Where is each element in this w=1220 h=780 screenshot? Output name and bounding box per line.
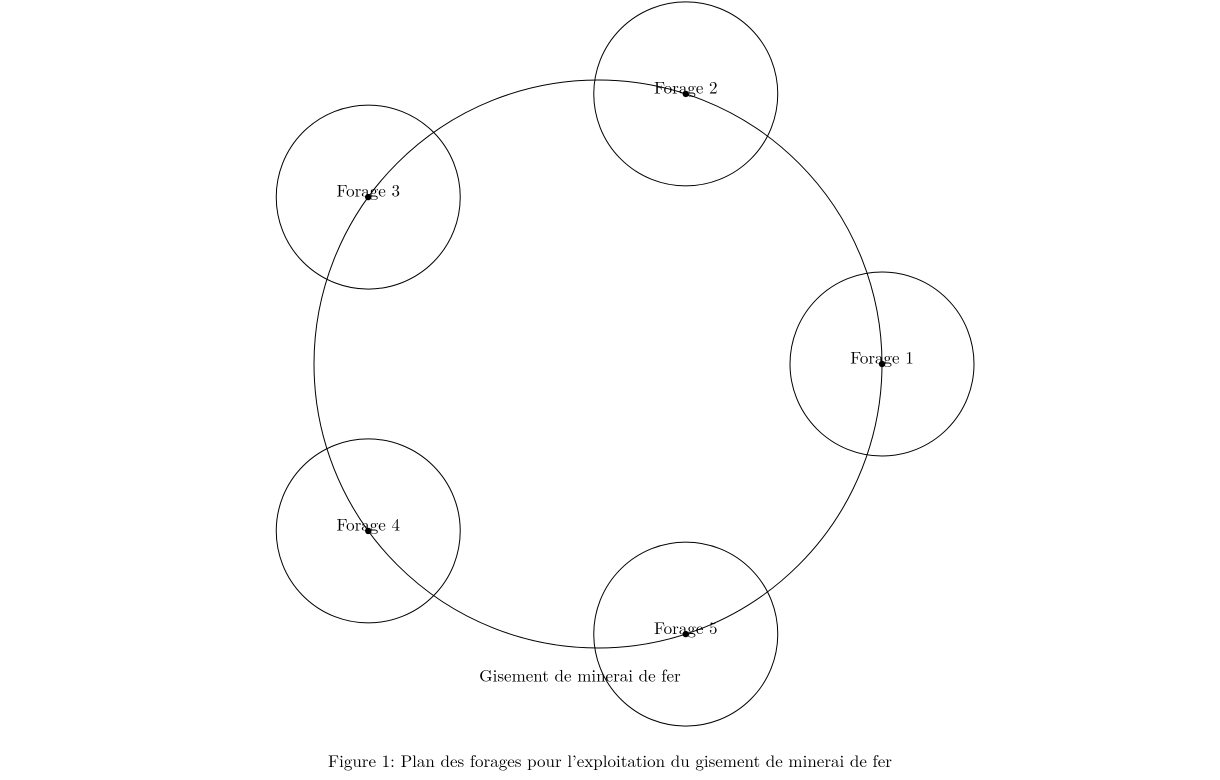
forage-dot-5	[683, 631, 689, 637]
figure-caption: Figure 1: Plan des forages pour l’exploi…	[0, 748, 1220, 772]
figure-container: { "figure": { "type": "diagram", "canvas…	[0, 0, 1220, 780]
forage-dot-1	[879, 361, 885, 367]
gisement-label: Gisement de minerai de fer	[479, 663, 681, 687]
forage-dot-2	[683, 91, 689, 97]
forage-diagram: Gisement de minerai de ferForage 1Forage…	[0, 0, 1220, 730]
caption-text: Plan des forages pour l’exploitation du …	[401, 748, 892, 772]
forage-dot-3	[365, 194, 371, 200]
gisement-circle	[314, 80, 882, 648]
forage-dot-4	[365, 528, 371, 534]
caption-prefix: Figure 1:	[328, 748, 401, 772]
